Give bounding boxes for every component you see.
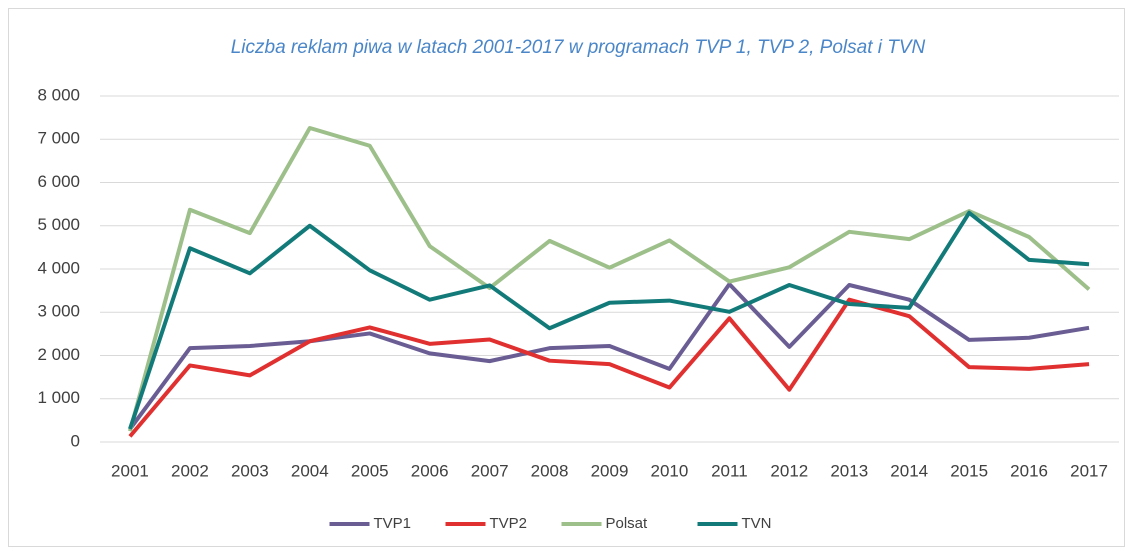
- x-tick-label: 2012: [770, 461, 808, 480]
- x-tick-label: 2011: [711, 461, 748, 480]
- x-tick-label: 2004: [291, 461, 329, 480]
- y-tick-label: 2 000: [37, 345, 80, 364]
- y-tick-label: 8 000: [37, 85, 80, 104]
- x-tick-label: 2016: [1010, 461, 1048, 480]
- legend-label: TVN: [742, 515, 772, 532]
- x-tick-label: 2006: [411, 461, 449, 480]
- y-tick-label: 5 000: [37, 215, 80, 234]
- chart-border: [8, 8, 1125, 547]
- y-tick-label: 7 000: [37, 129, 80, 148]
- series-line: [128, 282, 1090, 431]
- x-tick-label: 2003: [231, 461, 269, 480]
- x-tick-label: 2005: [351, 461, 389, 480]
- y-tick-label: 0: [71, 431, 80, 450]
- legend-label: Polsat: [606, 515, 649, 532]
- x-tick-label: 2001: [111, 461, 149, 480]
- y-tick-label: 1 000: [37, 388, 80, 407]
- x-tick-label: 2007: [471, 461, 509, 480]
- series-line: [128, 297, 1090, 438]
- y-tick-label: 3 000: [37, 302, 80, 321]
- series-line: [128, 126, 1091, 432]
- chart-title: Liczba reklam piwa w latach 2001-2017 w …: [231, 37, 926, 58]
- x-tick-label: 2002: [171, 461, 209, 480]
- legend-label: TVP1: [374, 515, 412, 532]
- x-tick-label: 2013: [830, 461, 868, 480]
- x-tick-label: 2014: [890, 461, 928, 480]
- x-tick-label: 2015: [950, 461, 988, 480]
- x-tick-label: 2008: [531, 461, 569, 480]
- y-tick-label: 6 000: [37, 172, 80, 191]
- legend-label: TVP2: [490, 515, 528, 532]
- series-line: [128, 210, 1090, 430]
- y-tick-label: 4 000: [37, 258, 80, 277]
- x-tick-label: 2017: [1070, 461, 1108, 480]
- x-tick-label: 2009: [591, 461, 629, 480]
- x-tick-label: 2010: [651, 461, 689, 480]
